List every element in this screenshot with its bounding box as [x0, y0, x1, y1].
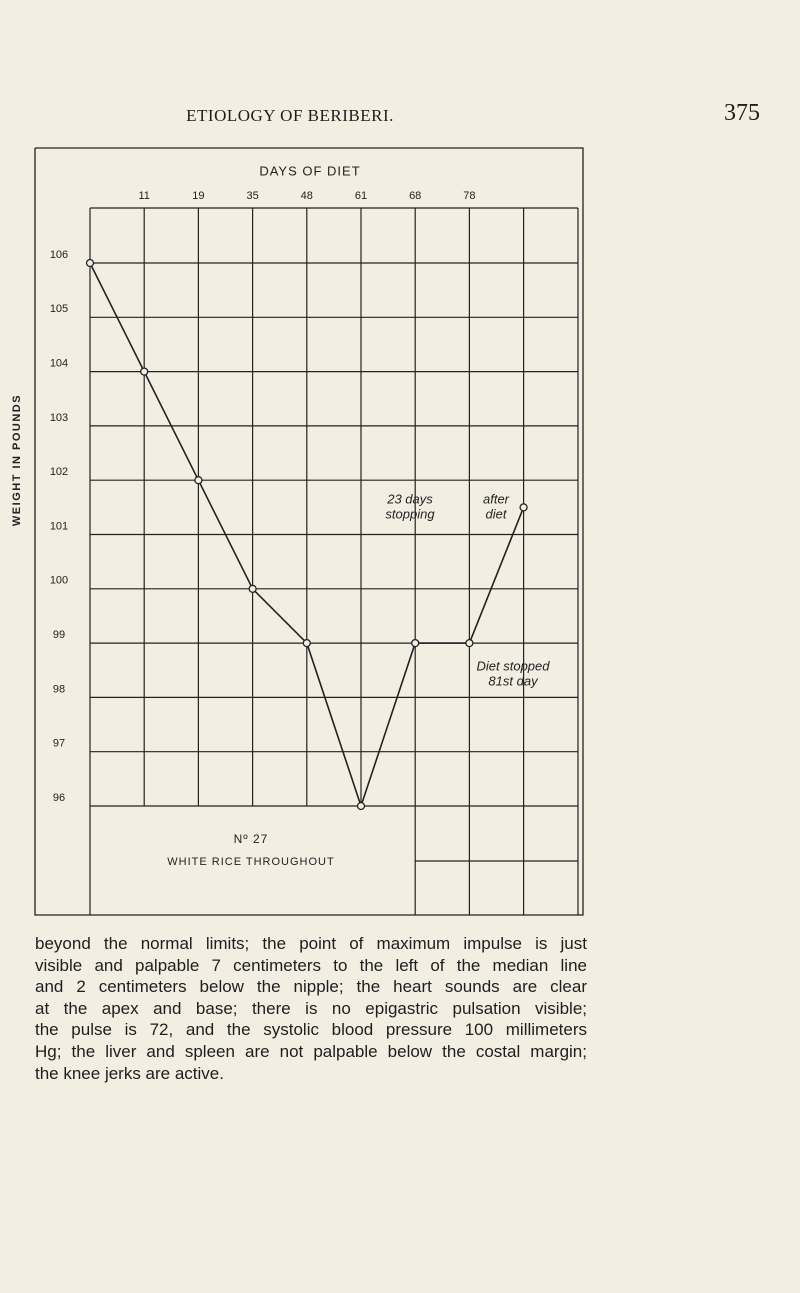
text-line: Hg; the liver and spleen are not palpabl…: [35, 1041, 587, 1061]
annotation: stopping: [385, 506, 435, 521]
data-point: [248, 584, 257, 593]
data-point: [356, 801, 366, 811]
chart-title: DAYS OF DIET: [259, 163, 360, 178]
data-point: [519, 503, 528, 512]
y-tick-label: 99: [53, 629, 65, 641]
annotation: 23 days: [386, 491, 433, 506]
data-point: [411, 638, 420, 648]
x-tick-label: 19: [192, 190, 204, 202]
y-tick-label: 98: [53, 683, 65, 695]
data-point: [465, 638, 474, 648]
annotation: Diet stopped: [477, 658, 551, 673]
annotation: 81st day: [488, 673, 539, 688]
page-number: 375: [724, 100, 760, 126]
x-tick-label: 48: [301, 190, 313, 202]
x-tick-label: 78: [463, 190, 475, 202]
y-tick-label: 105: [50, 303, 68, 315]
y-tick-label: 101: [50, 520, 68, 532]
annotation: diet: [486, 506, 508, 521]
annotation: WHITE RICE THROUGHOUT: [167, 856, 334, 868]
data-point: [302, 638, 311, 648]
text-line: beyond the normal limits; the point of m…: [35, 934, 587, 953]
text-line: and 2 centimeters below the nipple; the …: [35, 977, 587, 997]
chart: DAYS OF DIET WEIGHT IN POUNDS 96 97 98 99 10…: [11, 147, 584, 916]
text-line: visible and palpable 7 centimeters to th…: [35, 955, 587, 975]
text-line: the knee jerks are active.: [35, 1063, 224, 1083]
x-tick-label: 35: [246, 190, 258, 202]
data-point: [85, 258, 95, 268]
text-line: the pulse is 72, and the systolic blood …: [35, 1020, 587, 1040]
y-tick-label: 97: [53, 738, 65, 750]
y-tick-label: 96: [53, 792, 65, 804]
y-tick-label: 102: [50, 466, 68, 478]
running-head: ETIOLOGY OF BERIBERI.: [186, 106, 394, 125]
y-tick-label: 103: [50, 412, 68, 424]
x-tick-label: 61: [355, 190, 367, 202]
y-tick-label: 104: [50, 358, 68, 370]
y-tick-label: 106: [50, 249, 68, 261]
x-tick-label: 68: [409, 190, 421, 202]
text-line: at the apex and base; there is no epigas…: [35, 998, 587, 1018]
x-tick-label: 11: [138, 190, 149, 202]
y-tick-label: 100: [50, 575, 68, 587]
body-text: beyond the normal limits; the point of m…: [35, 933, 587, 1084]
frame: [34, 147, 584, 916]
data-point: [194, 476, 203, 485]
annotation: Nº 27: [234, 832, 269, 846]
annotation: after: [483, 491, 510, 506]
y-axis-label: WEIGHT IN POUNDS: [11, 394, 23, 526]
data-point: [140, 367, 149, 376]
outer-border: [34, 147, 584, 916]
